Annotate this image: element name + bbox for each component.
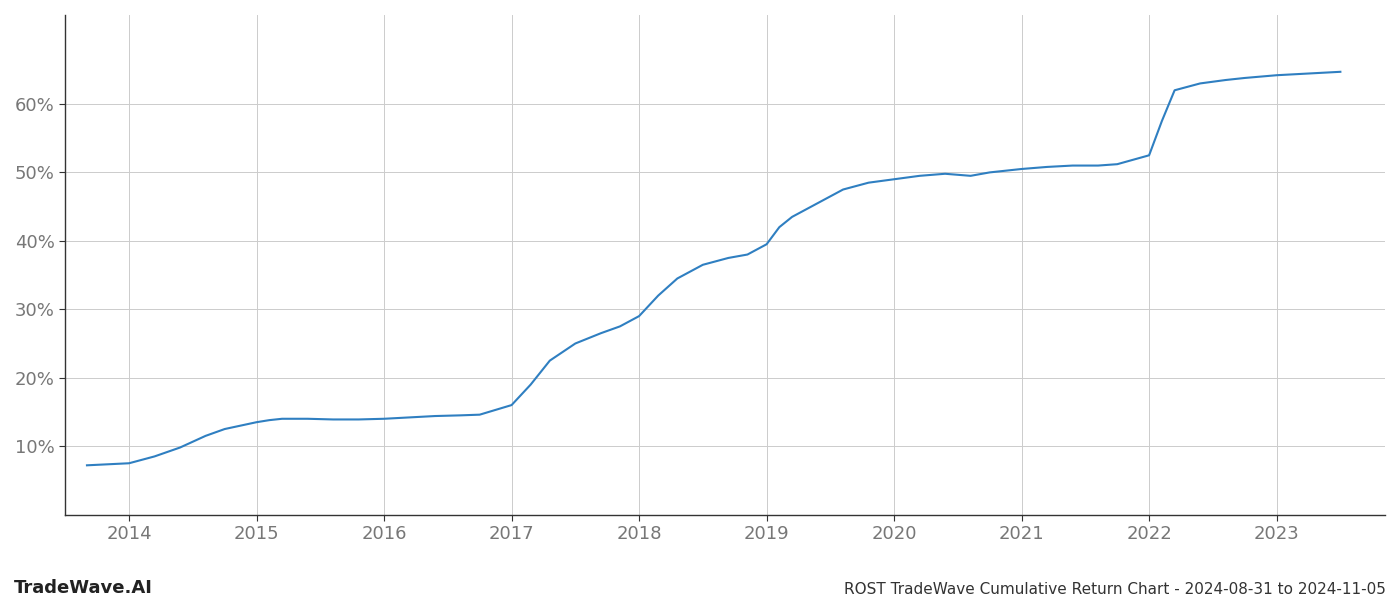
Text: TradeWave.AI: TradeWave.AI (14, 579, 153, 597)
Text: ROST TradeWave Cumulative Return Chart - 2024-08-31 to 2024-11-05: ROST TradeWave Cumulative Return Chart -… (844, 582, 1386, 597)
